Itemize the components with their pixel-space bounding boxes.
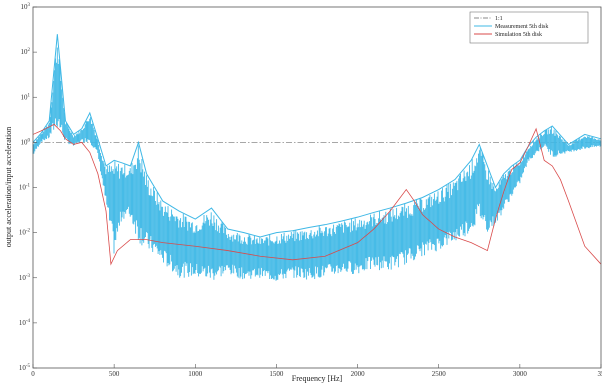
legend-label-simulation-5th-disk: Simulation 5th disk: [495, 32, 542, 38]
y-tick-label: 10-3: [19, 274, 31, 282]
legend: 1:1 Measurement 5th disk Simulation 5th di…: [469, 11, 589, 44]
y-axis-label: output acceleration/input acceleration: [4, 127, 13, 247]
series-layer: [32, 34, 602, 281]
y-tick-label: 103: [21, 3, 31, 11]
y-tick-label: 100: [21, 138, 31, 146]
x-tick-label: 2500: [432, 370, 447, 378]
y-tick-label: 101: [21, 93, 31, 101]
y-tick-label: 10-2: [19, 229, 31, 237]
legend-box: [469, 11, 589, 44]
tick-layer: 0 500 1000 1500 2000 2500 3000 35 10-5 10-4 10-3 10…: [19, 3, 602, 378]
x-tick-label: 3000: [513, 370, 528, 378]
series-simulation-5th-disk-line: [32, 123, 602, 266]
x-tick-label: 0: [31, 370, 35, 378]
legend-label-measurement-5th-disk: Measurement 5th disk: [495, 24, 548, 30]
y-tick-label: 102: [21, 48, 31, 56]
x-tick-label: 1000: [188, 370, 203, 378]
legend-label-1-1: 1:1: [495, 16, 503, 22]
x-axis-label: Frequency [Hz]: [292, 374, 343, 383]
measurement-upper-envelope: [32, 34, 602, 238]
series-measurement-5th-disk: [32, 34, 602, 281]
x-tick-label: 500: [109, 370, 120, 378]
x-tick-label: 2000: [351, 370, 366, 378]
x-tick-label: 1500: [269, 370, 284, 378]
y-tick-label: 10-5: [19, 364, 31, 372]
y-tick-label: 10-1: [19, 184, 31, 192]
y-tick-label: 10-4: [19, 319, 31, 327]
x-tick-label: 35: [598, 370, 602, 378]
